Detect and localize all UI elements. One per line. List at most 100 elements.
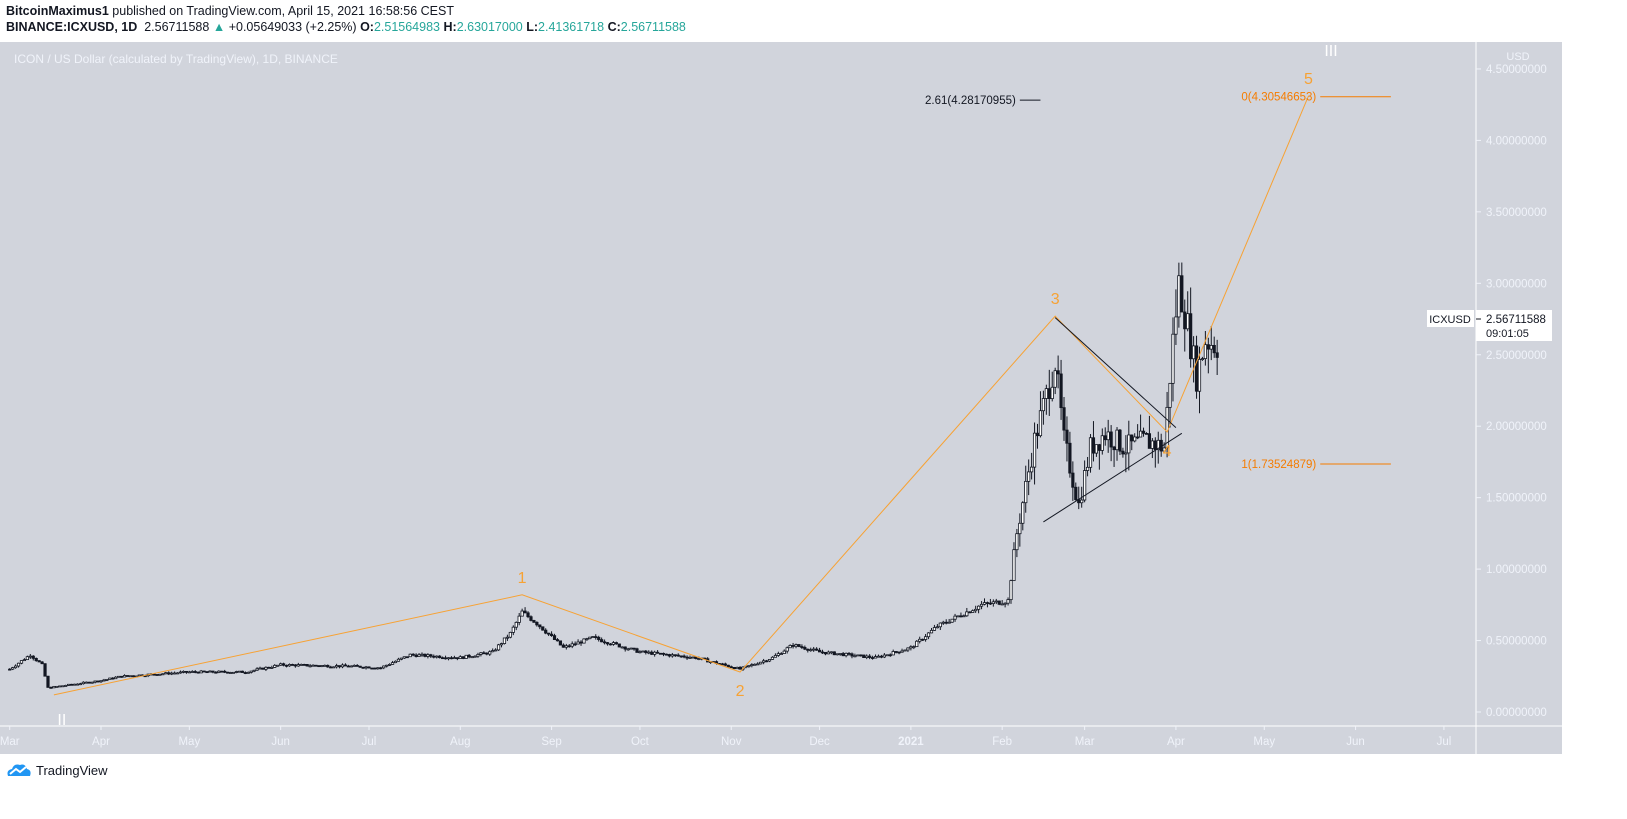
candle-body (258, 667, 262, 670)
candle-body (982, 602, 987, 605)
open-label: O: (360, 20, 374, 34)
candle-body (558, 640, 563, 646)
candle-body (644, 650, 648, 653)
candle-body (1183, 311, 1187, 330)
candle-body (826, 651, 831, 655)
candle-body (582, 638, 586, 644)
candle-body (859, 654, 863, 657)
candle-body (838, 653, 842, 655)
currency-label: USD (1506, 51, 1529, 63)
candle-body (346, 665, 350, 668)
candle-body (420, 653, 424, 656)
candle-body (81, 681, 85, 685)
candle-body (1018, 522, 1022, 535)
candle-body (932, 627, 937, 631)
candle-body (1038, 410, 1043, 437)
candle-body (231, 671, 236, 674)
candle-body (661, 652, 666, 655)
candle-body (694, 656, 698, 659)
candle-body (561, 644, 565, 648)
candle-body (523, 610, 527, 614)
candle-body (1171, 333, 1175, 384)
candle-body (788, 645, 792, 649)
candle-body (435, 655, 439, 658)
price-axis[interactable]: 4.50000000 4.00000000 3.50000000 3.00000000… (1476, 64, 1547, 719)
candle-body (393, 660, 398, 664)
brand-name: TradingView (36, 762, 108, 778)
candle-body (364, 666, 368, 669)
candle-body (125, 675, 130, 677)
candle-body (514, 622, 518, 628)
candle-body (358, 665, 362, 668)
candle-body (865, 655, 869, 658)
candle-body (458, 656, 462, 659)
wave-label: 1 (518, 570, 527, 587)
candle-body (594, 636, 598, 638)
candle-body (187, 671, 191, 674)
candle-body (69, 683, 74, 686)
candle-body (46, 675, 50, 688)
candle-body (214, 671, 218, 674)
candle-body (1162, 447, 1166, 452)
candle-body (279, 663, 283, 666)
candle-body (573, 643, 577, 646)
candle-body (226, 671, 230, 674)
candle-body (181, 670, 186, 673)
candle-body (806, 648, 810, 651)
candle-body (953, 615, 957, 620)
candle-body (1071, 472, 1075, 488)
candle-body (620, 646, 624, 649)
candle-body (641, 650, 645, 653)
fib-level-label: 2.61(4.28170955) (925, 95, 1016, 107)
candle-body (809, 649, 813, 652)
time-axis[interactable]: Mar Apr May Jun Jul Aug Sep Oct Nov Dec 2021 Feb Mar… (0, 726, 1451, 748)
candle-body (1153, 440, 1157, 451)
candle-body (184, 670, 189, 673)
candle-body (22, 659, 27, 662)
open-value: 2.51564983 (373, 20, 440, 34)
candle-body (850, 653, 854, 657)
candle-body (84, 681, 88, 684)
candle-body (947, 621, 951, 624)
fib-level-label: 1(1.73524879) (1241, 459, 1316, 471)
candle-body (323, 664, 327, 667)
candle-body (647, 651, 651, 654)
candle-body (541, 626, 545, 631)
candle-body (815, 648, 819, 651)
candle-body (1000, 603, 1004, 606)
candle-body (264, 666, 268, 670)
candle-body (909, 646, 913, 649)
tradingview-logo[interactable]: TradingView (6, 762, 108, 778)
wave-label: 3 (1051, 291, 1060, 308)
candle-body (178, 671, 183, 674)
candle-body (1194, 345, 1199, 392)
candle-body (128, 675, 133, 678)
candle-body (1047, 388, 1051, 400)
candle-body (494, 649, 498, 652)
candle-body (19, 660, 24, 664)
candle-body (835, 653, 839, 656)
candle-body (355, 664, 359, 667)
candle-body (305, 664, 309, 667)
price-chart[interactable]: ICON / US Dollar (calculated by TradingV… (0, 42, 1562, 754)
candle-body (37, 660, 41, 663)
candle-body (11, 667, 15, 670)
candle-body (131, 675, 135, 678)
candle-body (773, 655, 778, 658)
candle-body (1215, 352, 1219, 358)
candle-body (317, 665, 321, 668)
x-tick-label: Feb (992, 736, 1012, 748)
candle-body (276, 664, 280, 667)
candle-body (1021, 502, 1025, 524)
candle-body (449, 657, 454, 660)
candle-body (817, 649, 822, 653)
candle-body (841, 653, 845, 657)
candle-body (564, 645, 568, 648)
candle-body (329, 666, 333, 669)
candle-body (935, 626, 939, 629)
candle-body (299, 664, 303, 666)
candle-body (1200, 358, 1205, 360)
candle-body (985, 602, 990, 604)
candle-body (1085, 466, 1090, 471)
author-name[interactable]: BitcoinMaximus1 (6, 4, 109, 18)
